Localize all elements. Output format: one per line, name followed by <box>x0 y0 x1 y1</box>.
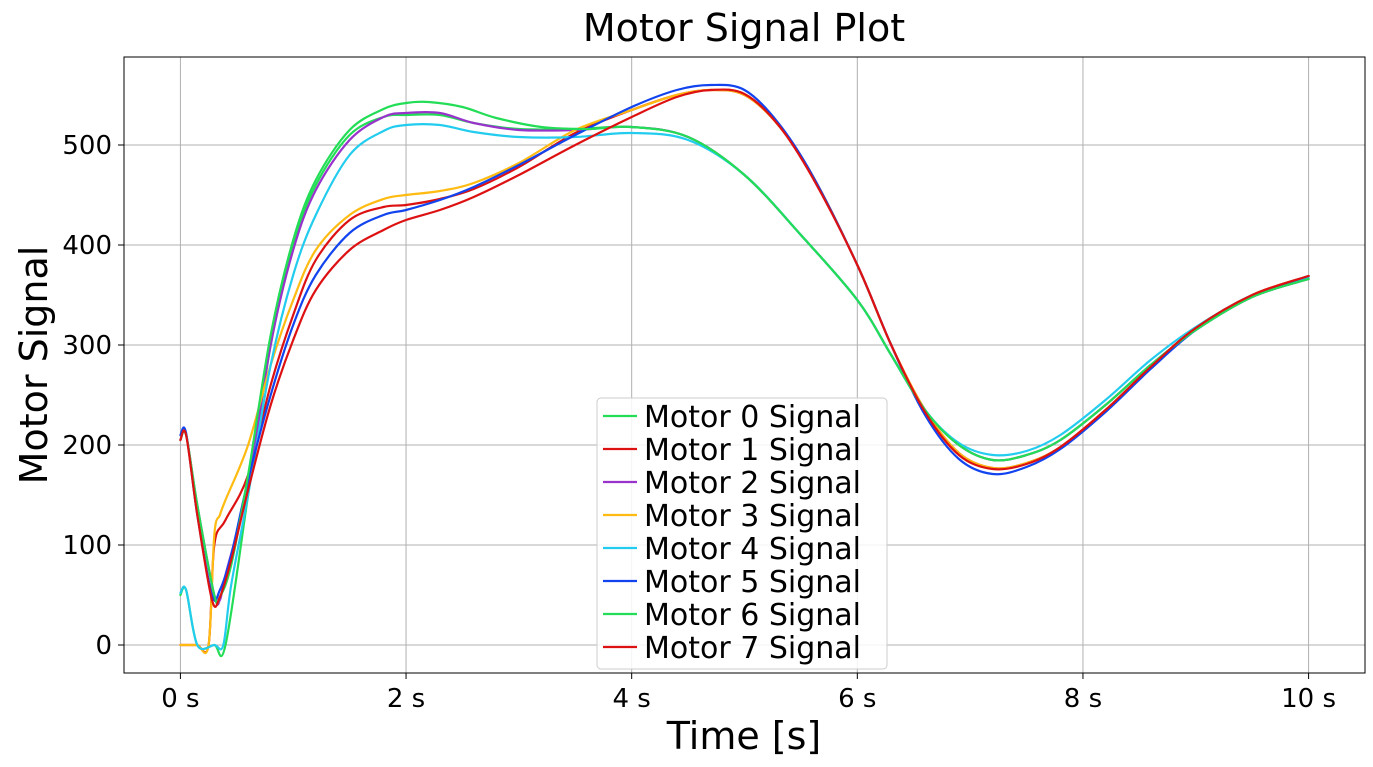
x-tick-label: 2 s <box>387 684 425 714</box>
legend-label: Motor 5 Signal <box>644 565 861 600</box>
x-tick-label: 0 s <box>161 684 199 714</box>
y-axis-ticks: 0 100 200 300 400 500 <box>62 131 124 661</box>
plot-frame <box>123 56 1366 674</box>
legend-label: Motor 1 Signal <box>644 433 861 468</box>
y-tick-label: 200 <box>62 431 112 461</box>
legend-label: Motor 6 Signal <box>644 598 861 633</box>
legend-label: Motor 4 Signal <box>644 532 861 567</box>
legend-label: Motor 0 Signal <box>644 400 861 435</box>
x-axis-label: Time [s] <box>666 714 822 758</box>
legend-frame <box>596 397 888 670</box>
y-tick-label: 0 <box>95 631 112 661</box>
chart-title: Motor Signal Plot <box>583 6 905 50</box>
legend-label: Motor 2 Signal <box>644 466 861 501</box>
x-tick-label: 10 s <box>1281 684 1336 714</box>
series-line-motor-7 <box>179 88 1310 608</box>
x-tick-label: 4 s <box>613 684 651 714</box>
legend-label: Motor 3 Signal <box>644 499 861 534</box>
y-tick-label: 400 <box>62 231 112 261</box>
x-tick-label: 6 s <box>838 684 876 714</box>
x-tick-label: 8 s <box>1064 684 1102 714</box>
series-group <box>179 83 1310 658</box>
x-axis-ticks: 0 s 2 s 4 s 6 s 8 s 10 s <box>161 673 1336 714</box>
grid <box>124 57 1365 673</box>
series-line-motor-5 <box>179 83 1310 602</box>
y-axis-label: Motor Signal <box>12 246 56 485</box>
series-line-motor-4 <box>179 123 1310 651</box>
legend-label: Motor 7 Signal <box>644 631 861 666</box>
y-tick-label: 300 <box>62 331 112 361</box>
y-tick-label: 500 <box>62 131 112 161</box>
y-tick-label: 100 <box>62 531 112 561</box>
